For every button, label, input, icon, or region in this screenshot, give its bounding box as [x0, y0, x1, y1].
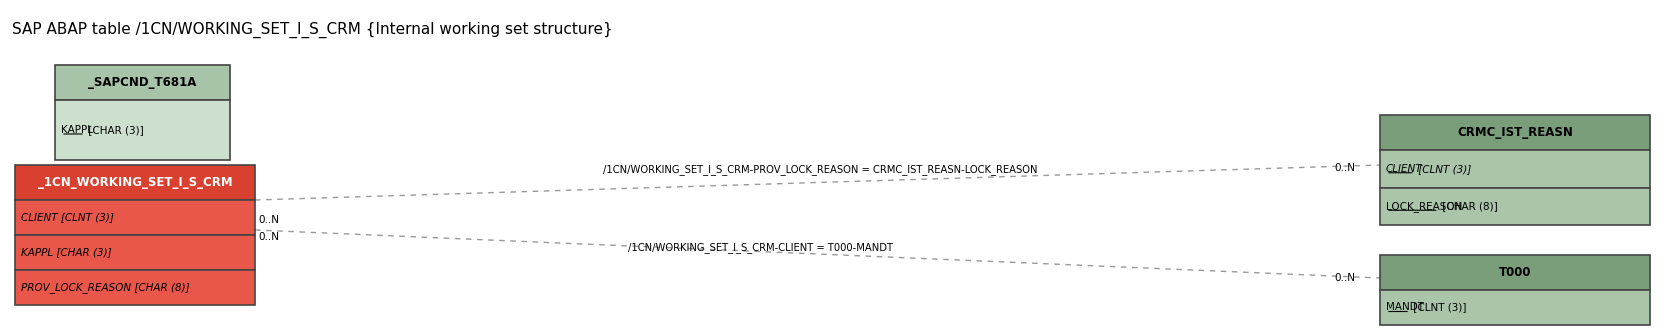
Text: [CHAR (3)]: [CHAR (3)] [85, 125, 144, 135]
Text: _1CN_WORKING_SET_I_S_CRM: _1CN_WORKING_SET_I_S_CRM [38, 176, 232, 189]
Text: _SAPCND_T681A: _SAPCND_T681A [89, 76, 197, 89]
Text: 0..N: 0..N [257, 232, 279, 242]
Bar [15, 270, 256, 305]
Bar [55, 100, 231, 160]
Text: [CLNT (3)]: [CLNT (3)] [1410, 302, 1467, 312]
Bar [1380, 150, 1649, 188]
Text: CRMC_IST_REASN: CRMC_IST_REASN [1457, 126, 1572, 139]
Text: SAP ABAP table /1CN/WORKING_SET_I_S_CRM {Internal working set structure}: SAP ABAP table /1CN/WORKING_SET_I_S_CRM … [12, 22, 613, 38]
Bar [1380, 115, 1649, 150]
Text: CLIENT: CLIENT [1385, 164, 1422, 174]
Text: PROV_LOCK_REASON [CHAR (8)]: PROV_LOCK_REASON [CHAR (8)] [22, 282, 189, 293]
Bar [1380, 255, 1649, 290]
Bar [1380, 290, 1649, 325]
Text: CLIENT [CLNT (3)]: CLIENT [CLNT (3)] [22, 212, 114, 222]
Text: 0..N: 0..N [1333, 273, 1355, 283]
Bar [15, 165, 256, 200]
Text: 0..N: 0..N [257, 215, 279, 225]
Text: /1CN/WORKING_SET_I_S_CRM-PROV_LOCK_REASON = CRMC_IST_REASN-LOCK_REASON: /1CN/WORKING_SET_I_S_CRM-PROV_LOCK_REASO… [603, 164, 1038, 175]
Text: T000: T000 [1499, 266, 1531, 279]
Text: LOCK_REASON: LOCK_REASON [1385, 201, 1462, 212]
Text: MANDT: MANDT [1385, 302, 1424, 312]
Bar [1380, 188, 1649, 225]
Text: KAPPL: KAPPL [62, 125, 94, 135]
Text: /1CN/WORKING_SET_I_S_CRM-CLIENT = T000-MANDT: /1CN/WORKING_SET_I_S_CRM-CLIENT = T000-M… [628, 242, 892, 253]
Text: KAPPL [CHAR (3)]: KAPPL [CHAR (3)] [22, 247, 112, 258]
Bar [55, 65, 231, 100]
Text: 0..N: 0..N [1333, 163, 1355, 173]
Text: [CHAR (8)]: [CHAR (8)] [1439, 201, 1497, 211]
Bar [15, 200, 256, 235]
Text: [CLNT (3)]: [CLNT (3)] [1415, 164, 1470, 174]
Bar [15, 235, 256, 270]
